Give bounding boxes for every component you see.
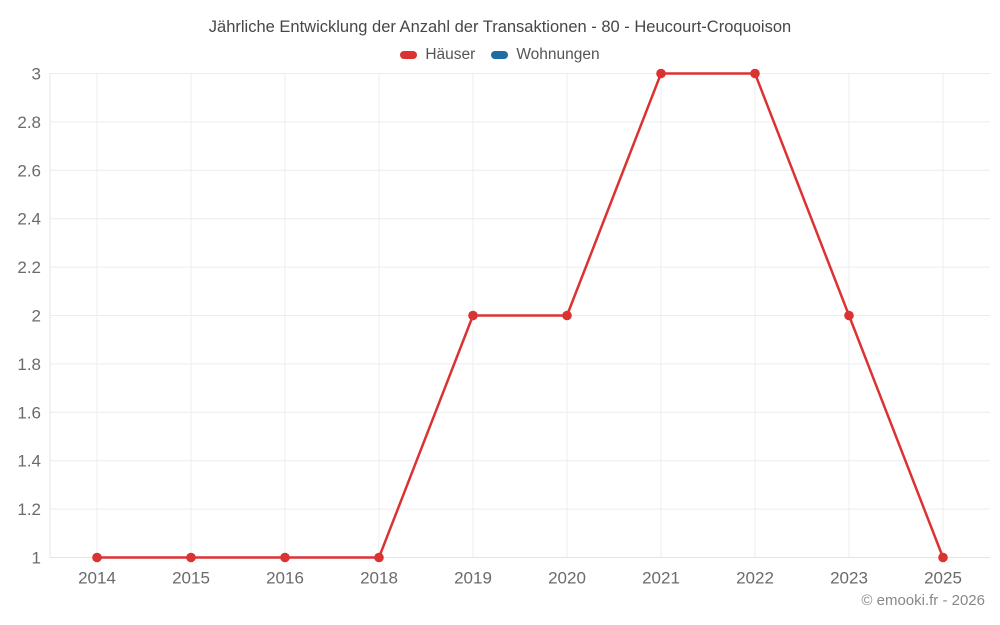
x-tick-label: 2016	[266, 569, 304, 588]
y-tick-label: 1.8	[17, 355, 41, 374]
x-tick-label: 2025	[924, 569, 962, 588]
data-point[interactable]	[938, 552, 948, 563]
x-tick-label: 2018	[360, 569, 398, 588]
chart-credits[interactable]: © emooki.fr - 2026	[861, 592, 985, 609]
legend-swatch	[491, 51, 509, 59]
x-tick-label: 2022	[736, 569, 774, 588]
y-tick-label: 1	[32, 549, 41, 568]
y-tick-label: 2.8	[17, 113, 41, 132]
data-point[interactable]	[656, 68, 666, 79]
chart-legend: Häuser Wohnungen	[0, 46, 1000, 64]
data-point[interactable]	[374, 552, 384, 563]
x-tick-label: 2014	[78, 569, 116, 588]
series-line-häuser	[95, 72, 945, 559]
y-tick-label: 2.6	[17, 161, 41, 180]
legend-label: Wohnungen	[516, 46, 600, 63]
y-tick-label: 1.4	[17, 452, 41, 471]
chart-title: Jährliche Entwicklung der Anzahl der Tra…	[208, 18, 792, 36]
x-tick-label: 2019	[454, 569, 492, 588]
legend-item-häuser[interactable]: Häuser	[400, 46, 475, 64]
x-tick-label: 2020	[548, 569, 586, 588]
legend-item-wohnungen[interactable]: Wohnungen	[491, 46, 600, 64]
y-tick-label: 1.2	[17, 500, 41, 519]
y-tick-label: 2.4	[17, 210, 41, 229]
x-tick-label: 2021	[642, 569, 680, 588]
y-tick-label: 2	[32, 307, 41, 326]
y-tick-label: 3	[32, 65, 41, 84]
data-point[interactable]	[562, 310, 572, 321]
data-point[interactable]	[844, 310, 854, 321]
y-tick-label: 2.2	[17, 258, 41, 277]
legend-swatch	[400, 51, 418, 59]
data-point[interactable]	[280, 552, 290, 563]
data-point[interactable]	[750, 68, 760, 79]
y-tick-label: 1.6	[17, 403, 41, 422]
x-tick-label: 2023	[830, 569, 868, 588]
data-point[interactable]	[92, 552, 102, 563]
data-point[interactable]	[468, 310, 478, 321]
data-point[interactable]	[186, 552, 196, 563]
legend-label: Häuser	[425, 46, 476, 63]
x-tick-label: 2015	[172, 569, 210, 588]
